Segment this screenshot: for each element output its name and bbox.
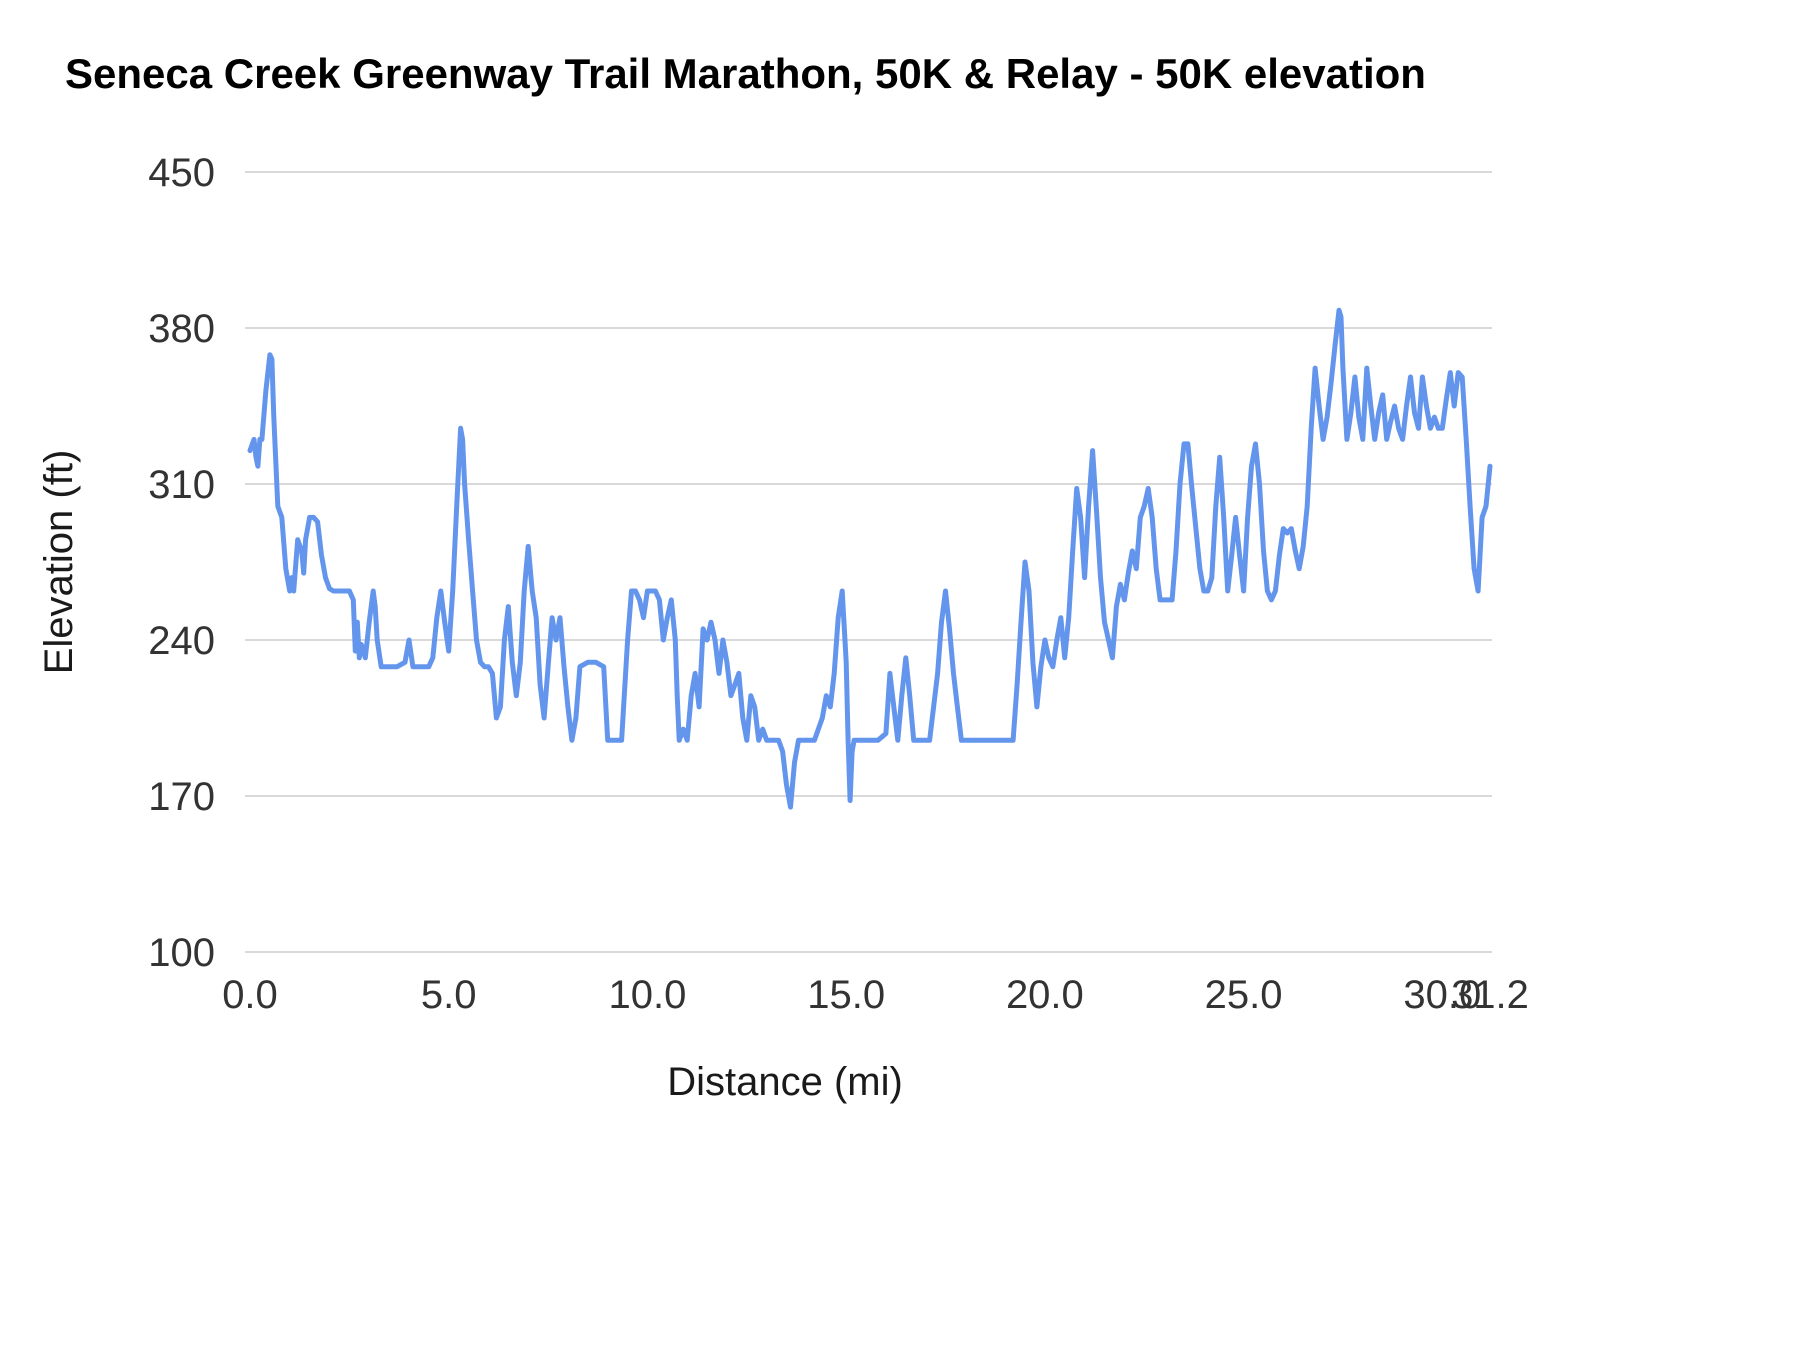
y-axis-tick-labels: 100 170 240 310 380 450 [148,151,215,975]
x-tick-label: 10.0 [609,973,687,1017]
x-tick-label: 31.2 [1451,973,1529,1017]
y-tick-label: 240 [148,619,215,663]
y-tick-label: 310 [148,463,215,507]
elevation-series [247,307,1493,810]
elevation-line [247,307,1493,810]
x-tick-label: 30.0 [1403,973,1481,1017]
x-tick-label: 25.0 [1205,973,1283,1017]
x-tick-label: 5.0 [421,973,477,1017]
y-tick-label: 450 [148,151,215,195]
x-axis-tick-labels: 0.0 5.0 10.0 15.0 20.0 25.0 30.031.2 [222,973,1529,1017]
x-tick-label: 0.0 [222,973,278,1017]
x-axis-title: Distance (mi) [667,1060,903,1104]
y-axis-title: Elevation (ft) [37,450,81,675]
x-tick-label: 15.0 [807,973,885,1017]
y-tick-label: 100 [148,931,215,975]
y-tick-label: 170 [148,775,215,819]
chart-title: Seneca Creek Greenway Trail Marathon, 50… [65,50,1426,97]
x-tick-label: 20.0 [1006,973,1084,1017]
y-tick-label: 380 [148,307,215,351]
gridlines [245,171,1492,953]
